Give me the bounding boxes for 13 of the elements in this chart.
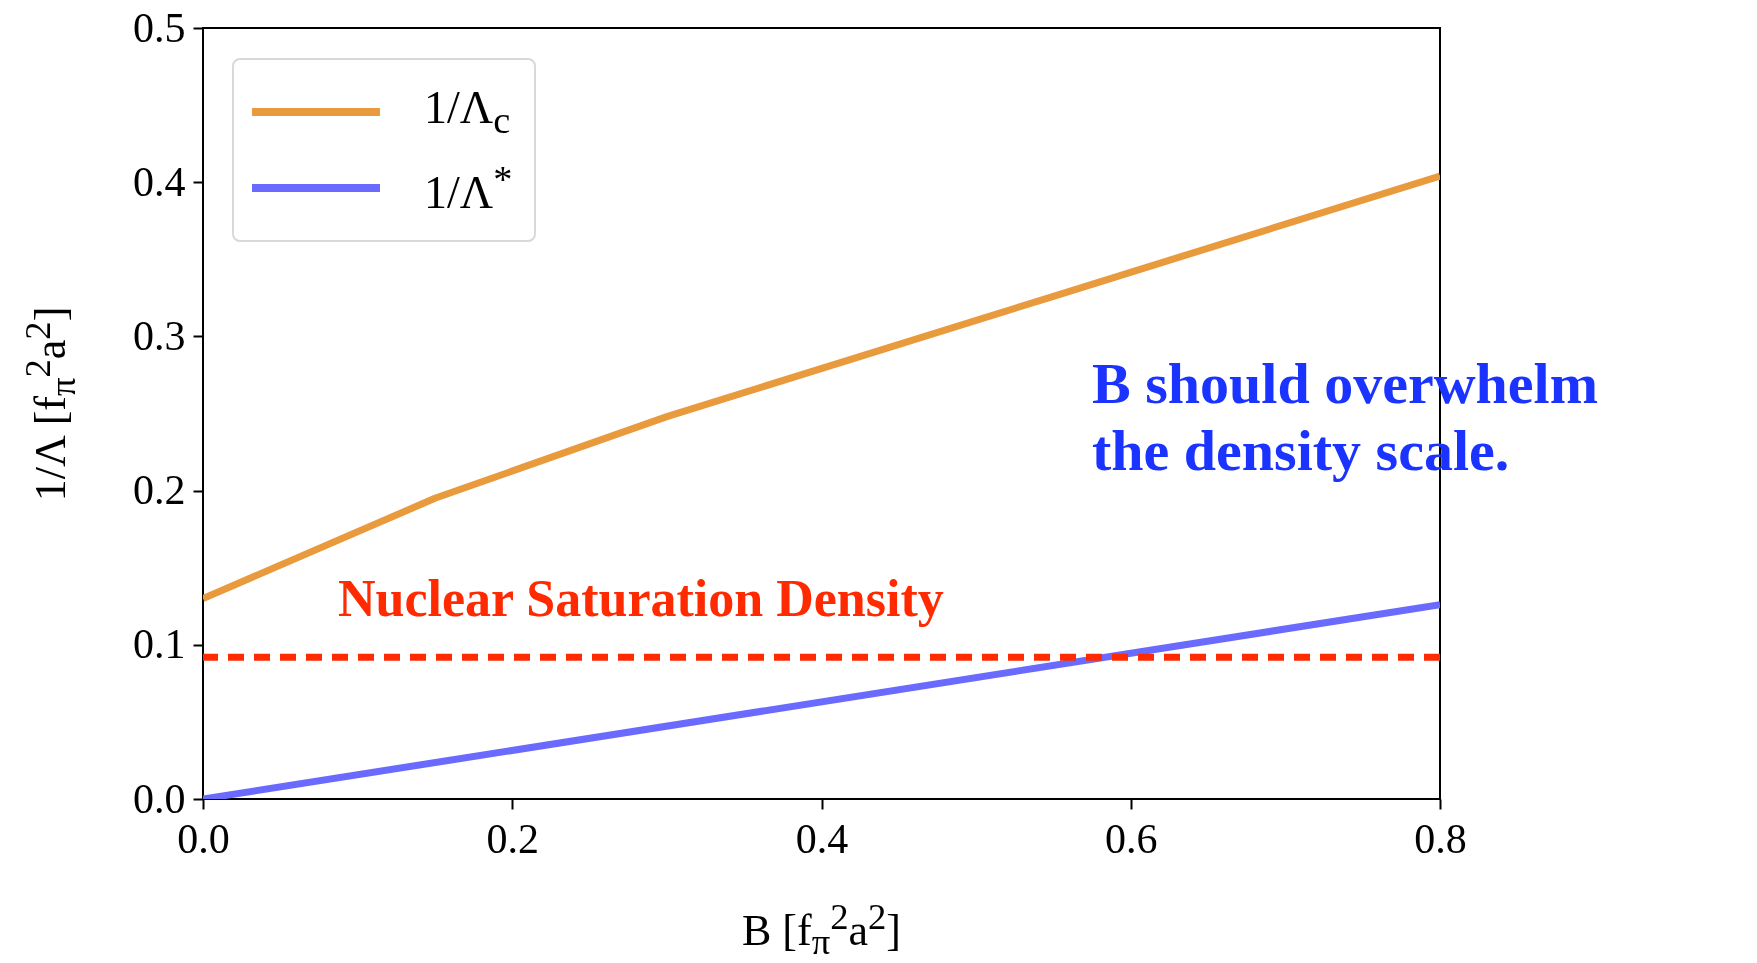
ref-line-label: Nuclear Saturation Density — [338, 570, 944, 628]
legend-label: 1/Λ$^{*}$ — [424, 156, 513, 220]
x-tick-label: 0.2 — [486, 815, 539, 862]
x-tick-label: 0.6 — [1105, 815, 1158, 862]
y-tick-label: 0.4 — [133, 158, 186, 205]
y-tick-label: 0.3 — [133, 312, 186, 359]
y-tick-label: 0.1 — [133, 621, 186, 668]
x-tick-label: 0.8 — [1414, 815, 1467, 862]
x-tick-label: 0.4 — [795, 815, 849, 862]
y-tick-label: 0.2 — [133, 467, 186, 514]
legend-label: 1/Λ$_{c}$ — [424, 81, 511, 143]
x-axis-title: B [f$_{π}$$^{2}$a$^{2}$] — [741, 895, 902, 963]
y-tick-label: 0.5 — [133, 4, 186, 51]
